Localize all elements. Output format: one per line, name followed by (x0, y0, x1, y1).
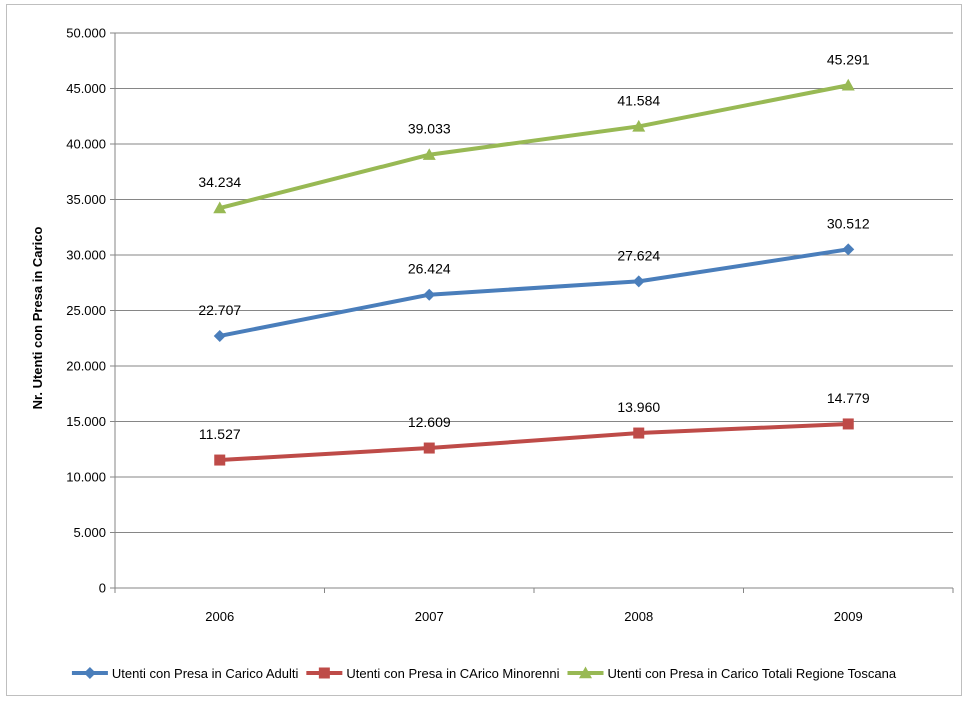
data-label: 34.234 (198, 174, 241, 190)
data-label: 13.960 (617, 399, 660, 415)
y-tick-label: 15.000 (66, 414, 106, 429)
chart-frame: 0 5.000 10.000 15.000 20.000 25.000 30.000 35.0… (6, 4, 962, 696)
data-label: 45.291 (827, 51, 870, 67)
y-tick-label: 20.000 (66, 359, 106, 374)
data-point-triangle (579, 666, 593, 679)
y-tick-label: 10.000 (66, 470, 106, 485)
data-point-diamond (83, 667, 96, 679)
data-point-square (214, 454, 226, 466)
data-labels: 22.707 26.424 27.624 30.512 11.527 12.609 13.9… (198, 51, 870, 442)
series-line (217, 247, 851, 338)
data-point-triangle (841, 78, 855, 91)
data-point-triangle (632, 119, 646, 132)
data-point-diamond (632, 275, 645, 288)
data-label: 11.527 (199, 426, 241, 442)
y-axis-title: Nr. Utenti con Presa in Carico (30, 227, 45, 410)
x-tick-label: 2008 (624, 609, 653, 624)
data-label: 30.512 (827, 215, 870, 231)
y-tick-label: 50.000 (66, 26, 106, 41)
data-point-square (318, 667, 330, 679)
y-tick-label: 30.000 (66, 248, 106, 263)
y-tick-label: 25.000 (66, 303, 106, 318)
y-tick-label: 0 (99, 581, 106, 596)
y-tick-label: 45.000 (66, 81, 106, 96)
data-label: 26.424 (408, 261, 451, 277)
series-markers (213, 78, 855, 466)
data-point-triangle (422, 148, 436, 160)
line-chart: 0 5.000 10.000 15.000 20.000 25.000 30.000 35.0… (30, 26, 954, 681)
data-label: 39.033 (408, 121, 451, 137)
legend-label: Utenti con Presa in Carico Totali Region… (608, 666, 897, 681)
data-point-diamond (842, 243, 855, 256)
x-tick-labels: 2006 2007 2008 2009 (205, 609, 862, 624)
x-tick-label: 2009 (834, 609, 863, 624)
series-line (217, 421, 851, 463)
x-tick-label: 2007 (415, 609, 444, 624)
data-point-diamond (423, 288, 436, 301)
series-line (217, 83, 851, 211)
data-label: 14.779 (827, 390, 870, 406)
legend-item: Utenti con Presa in Carico Totali Region… (567, 666, 897, 681)
data-point-square (842, 418, 854, 430)
data-label: 12.609 (408, 414, 451, 430)
legend-label: Utenti con Presa in CArico Minorenni (346, 666, 559, 681)
legend-label: Utenti con Presa in Carico Adulti (112, 666, 299, 681)
data-label: 27.624 (617, 247, 660, 263)
data-label: 41.584 (617, 92, 660, 108)
y-tick-label: 5.000 (73, 525, 106, 540)
data-point-square (633, 427, 645, 439)
y-tick-labels: 0 5.000 10.000 15.000 20.000 25.000 30.000 35.0… (66, 26, 106, 596)
data-point-triangle (213, 201, 227, 214)
y-tick-label: 40.000 (66, 137, 106, 152)
data-point-diamond (213, 329, 226, 342)
x-tick-label: 2006 (205, 609, 234, 624)
y-tick-label: 35.000 (66, 192, 106, 207)
series-lines (217, 83, 851, 463)
axes (110, 32, 954, 593)
legend-item: Utenti con Presa in Carico Adulti (71, 666, 299, 681)
legend: Utenti con Presa in Carico Adulti Utenti … (71, 666, 897, 681)
data-label: 22.707 (198, 302, 241, 318)
legend-item: Utenti con Presa in CArico Minorenni (306, 666, 560, 681)
data-point-square (423, 442, 435, 454)
